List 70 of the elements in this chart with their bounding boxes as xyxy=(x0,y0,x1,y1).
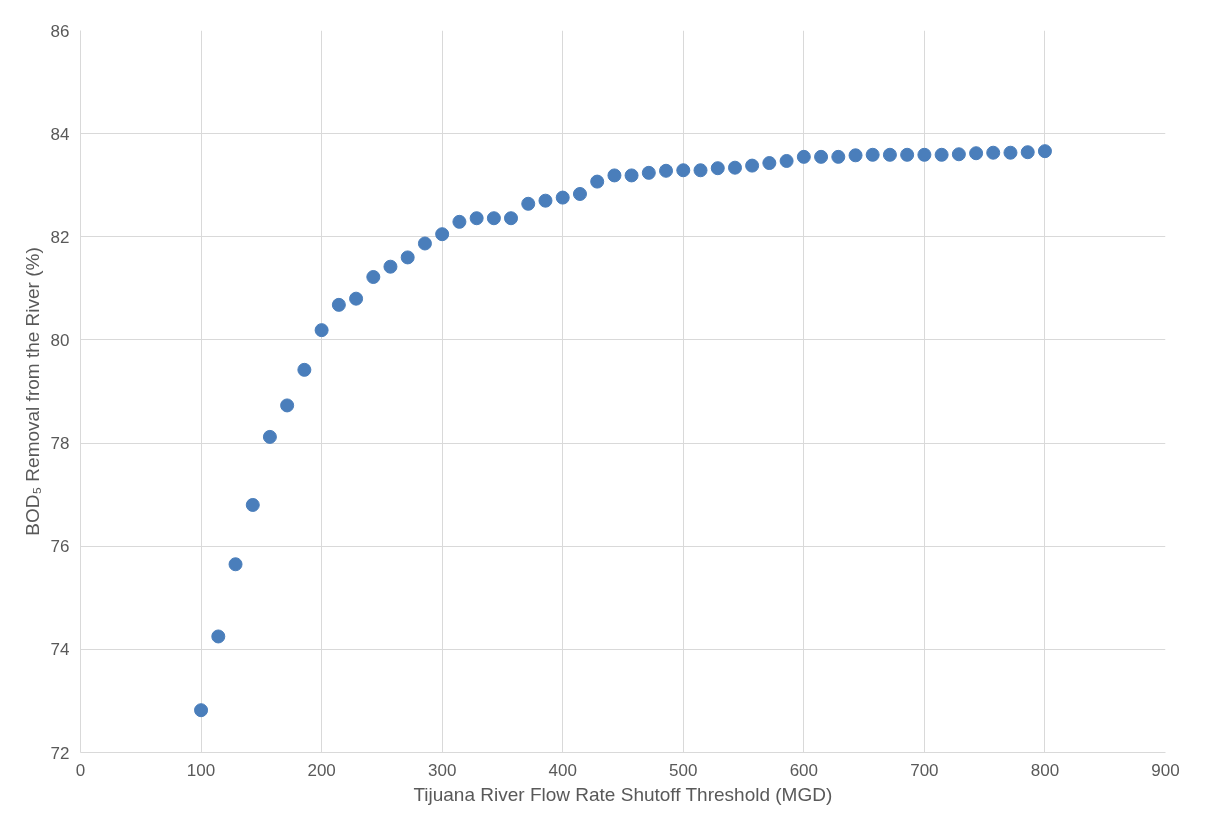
point xyxy=(1020,145,1035,160)
point xyxy=(331,297,346,312)
point xyxy=(917,147,932,162)
point xyxy=(400,250,415,265)
point xyxy=(865,147,880,162)
point xyxy=(349,291,364,306)
point xyxy=(607,168,622,183)
point xyxy=(762,156,777,171)
point xyxy=(280,398,295,413)
x-tick-label: 700 xyxy=(910,760,939,780)
point xyxy=(262,429,277,444)
y-tick-label: 74 xyxy=(50,640,70,660)
point xyxy=(417,236,432,251)
point xyxy=(934,147,949,162)
point xyxy=(383,259,398,274)
x-tick-label: 500 xyxy=(669,760,698,780)
point xyxy=(504,211,518,226)
point xyxy=(211,629,226,644)
point xyxy=(659,163,674,178)
point xyxy=(194,703,209,718)
point xyxy=(297,362,312,377)
point xyxy=(796,149,811,164)
point xyxy=(572,186,587,201)
x-tick-label: 0 xyxy=(75,760,86,780)
point xyxy=(745,158,760,173)
point xyxy=(1037,144,1052,159)
point xyxy=(590,174,605,189)
point xyxy=(900,147,915,162)
point xyxy=(366,270,381,284)
y-tick-label: 76 xyxy=(50,537,70,557)
point xyxy=(848,148,863,163)
point xyxy=(969,146,984,161)
point xyxy=(676,163,691,178)
point xyxy=(1003,145,1018,160)
x-tick-label: 800 xyxy=(1030,760,1060,780)
point xyxy=(693,163,708,178)
point xyxy=(538,193,553,208)
point xyxy=(641,165,656,180)
y-tick-label: 86 xyxy=(50,21,70,41)
point xyxy=(314,323,329,338)
x-tick-label: 100 xyxy=(186,760,216,780)
point xyxy=(951,147,966,162)
x-tick-label: 400 xyxy=(548,760,577,780)
point xyxy=(710,161,725,176)
point xyxy=(486,211,501,226)
x-tick-label: 200 xyxy=(307,760,336,780)
point xyxy=(882,147,897,162)
point xyxy=(624,168,639,183)
y-axis-title: BOD₅ Removal from the River (%) xyxy=(21,247,43,536)
x-tick-label: 600 xyxy=(789,760,819,780)
point xyxy=(986,145,1001,160)
point xyxy=(831,149,846,164)
y-tick-label: 80 xyxy=(50,330,70,350)
y-tick-label: 78 xyxy=(50,434,70,454)
point xyxy=(469,211,484,226)
point xyxy=(245,497,260,512)
y-tick-label: 84 xyxy=(50,124,70,144)
point xyxy=(555,190,570,205)
y-tick-label: 72 xyxy=(50,743,70,763)
x-tick-label: 900 xyxy=(1151,760,1180,780)
point xyxy=(814,149,829,164)
x-tick-label: 300 xyxy=(427,760,457,780)
point xyxy=(521,196,536,211)
x-axis-title: Tijuana River Flow Rate Shutoff Threshold (MGD) xyxy=(413,783,833,805)
point xyxy=(452,214,467,229)
point xyxy=(728,160,742,175)
point xyxy=(779,153,794,168)
point xyxy=(228,557,243,572)
point xyxy=(435,227,450,242)
y-tick-label: 82 xyxy=(50,227,70,247)
